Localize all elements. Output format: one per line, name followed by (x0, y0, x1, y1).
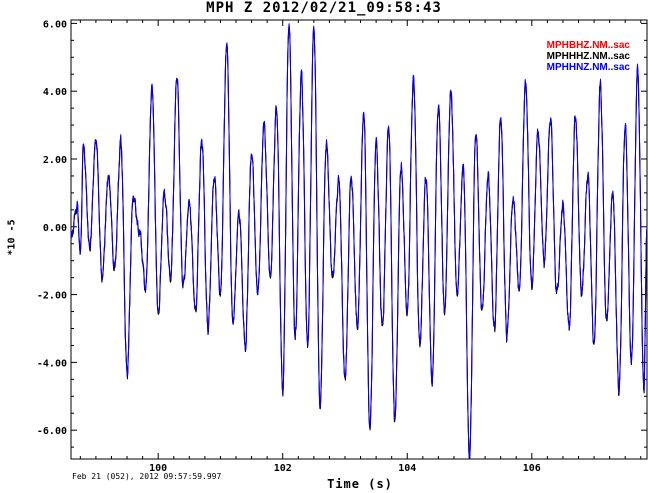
start-time-stamp: Feb 21 (052), 2012 09:57:59.997 (72, 472, 222, 481)
legend-entry-hhz: MPHHHZ.NM..sac (546, 51, 630, 62)
axis-ticks: 6.00 4.00 2.00 0.00 -2.00 -4.00 -6.00 100 102 104… (37, 19, 647, 474)
legend: MPHBHZ.NM..sac MPHHHZ.NM..sac MPHHNZ.NM.… (547, 40, 630, 73)
trace-mphhhz (70, 25, 648, 460)
y-tick-label: -2.00 (37, 291, 67, 302)
legend-entry-bhz: MPHBHZ.NM..sac (546, 40, 630, 51)
trace-mphhnz (70, 23, 648, 460)
waveform-traces (70, 23, 648, 460)
x-tick-label: 106 (523, 463, 541, 474)
x-tick-label: 100 (149, 463, 167, 474)
y-tick-label: -6.00 (37, 426, 67, 437)
y-tick-label: 4.00 (43, 87, 67, 98)
y-axis-label: *10 -5 (6, 219, 18, 256)
legend-entry-hnz: MPHHNZ.NM..sac (546, 62, 630, 73)
y-tick-label: 0.00 (43, 223, 67, 234)
y-tick-label: 2.00 (43, 155, 67, 166)
chart-title: MPH Z 2012/02/21_09:58:43 (206, 0, 442, 16)
trace-mphbhz (70, 25, 648, 460)
x-tick-label: 104 (398, 463, 416, 474)
x-tick-label: 102 (274, 463, 292, 474)
x-axis-label: Time (s) (327, 477, 393, 491)
y-tick-label: -4.00 (37, 358, 67, 369)
y-tick-label: 6.00 (43, 19, 67, 30)
